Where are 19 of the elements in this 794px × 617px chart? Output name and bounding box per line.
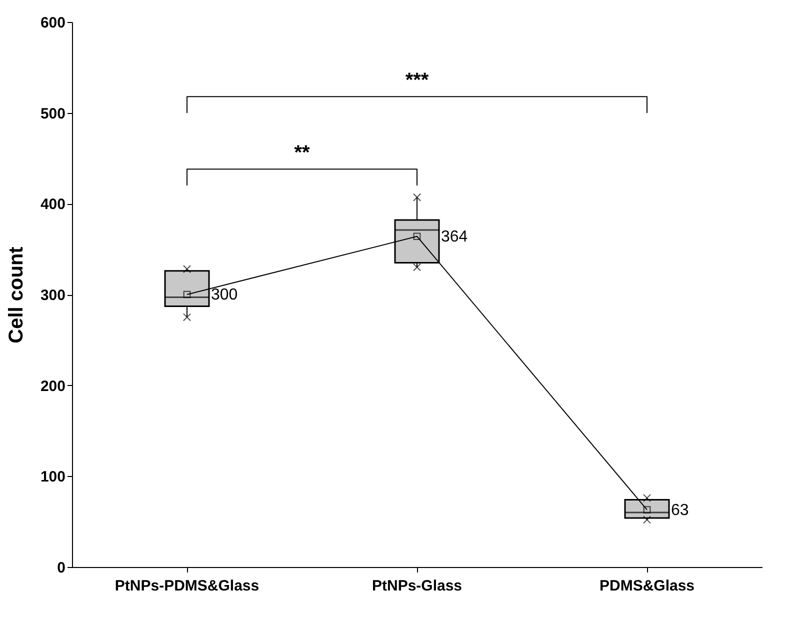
y-axis-title: Cell count [5, 246, 28, 344]
y-tick-label: 100 [40, 468, 66, 486]
point [643, 506, 651, 514]
data-label: 364 [441, 228, 468, 246]
y-tick-label: 400 [40, 196, 66, 214]
annotation: ** [294, 142, 310, 164]
y-tick-label: 200 [40, 378, 66, 395]
x-tick-label: PDMS&Glass [599, 578, 695, 594]
y-tick-label: 500 [40, 105, 66, 122]
x-tick-label: PtNPs-PDMS&Glass [114, 578, 260, 594]
point [183, 290, 191, 298]
y-tick-label: 300 [40, 287, 66, 304]
data-label: 300 [211, 286, 238, 304]
point [413, 232, 421, 240]
y-tick-label: 600 [40, 14, 66, 32]
x-tick-label: PtNPs-Glass [372, 578, 462, 594]
y-tick-label: 0 [57, 560, 66, 576]
annotation: *** [405, 70, 429, 92]
data-label: 63 [671, 502, 689, 519]
